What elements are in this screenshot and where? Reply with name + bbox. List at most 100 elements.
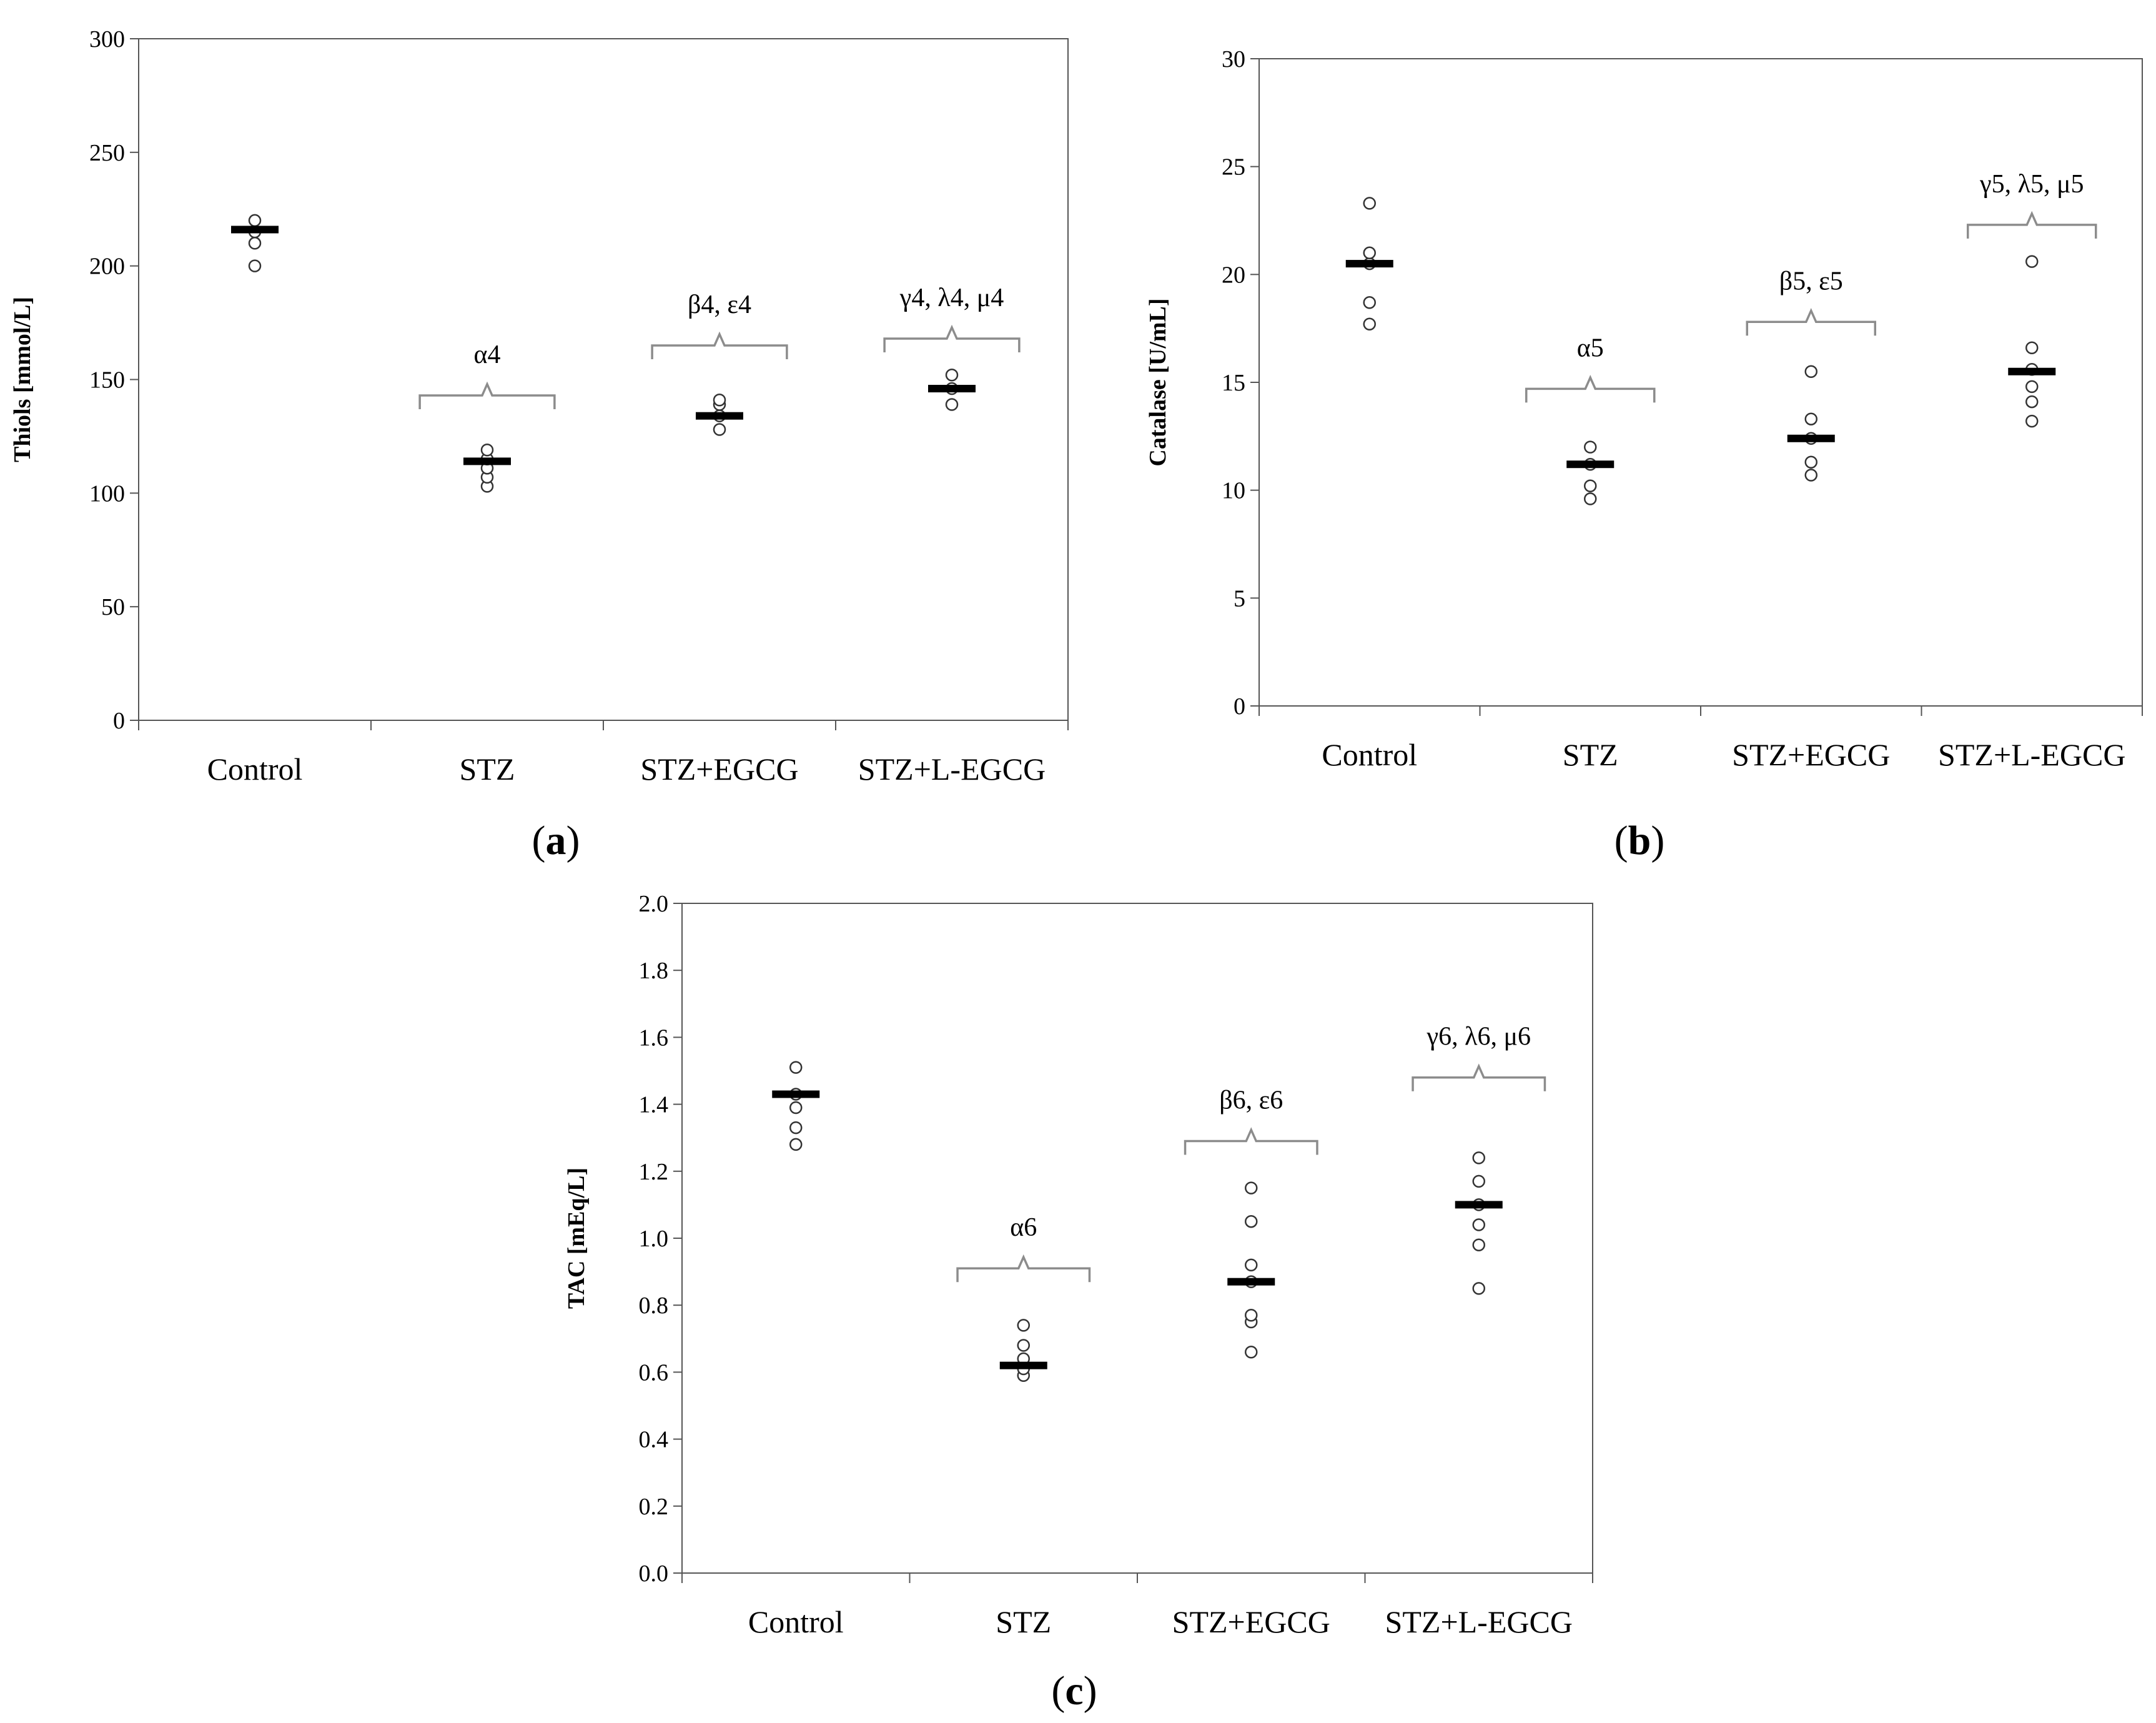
chart-panel-b: 0 5 10 15 20 25 30 Control STZ STZ+EGCG STZ+L-EGCG… [1145,46,2143,772]
panel-b-data-point [1363,197,1376,210]
panel-c-x-category-label: STZ [996,1604,1051,1639]
panel-label-b: (b) [1615,818,1665,863]
panel-c-data-point [1472,1151,1485,1164]
panel-label-b-letter: b [1628,818,1651,863]
panel-c-y-tick-label: 1.2 [639,1159,669,1185]
panel-b-significance-bracket [1525,375,1656,403]
panel-c-median-bar [1455,1201,1503,1209]
panel-c-x-category-label: STZ+L-EGCG [1385,1604,1573,1639]
panel-c-y-tick-label: 0.6 [639,1359,669,1386]
panel-label-c-letter: c [1065,1668,1083,1714]
panel-b-y-axis-title: Catalase [U/mL] [1145,298,1171,466]
panel-c-data-point [1245,1181,1258,1194]
panel-c-y-tick-label: 0.0 [639,1561,669,1587]
panel-a-y-tick-label: 200 [89,254,125,280]
panel-a-median-bar [463,457,511,465]
panel-b-median-bar [2008,367,2056,375]
panel-b-data-point [1363,246,1376,260]
panel-b-data-point [1363,317,1376,331]
panel-c-data-point [1245,1214,1258,1228]
panel-b-x-category-label: STZ [1563,737,1618,772]
panel-b-y-tick-label: 15 [1222,370,1245,396]
panel-label-c: (c) [1051,1668,1097,1714]
panel-b-data-point [2025,380,2039,394]
panel-b-data-point [2025,414,2039,428]
panel-b-median-bar [1566,460,1615,469]
chart-panel-a: 0 50 100 150 200 250 300 Control STZ STZ+EGCG STZ+… [9,26,1069,787]
panel-b-data-point [1584,492,1597,505]
panel-c-x-category-label: Control [748,1604,844,1639]
panel-a-data-point [248,259,262,272]
panel-a-significance-label: β4, ε4 [688,290,751,319]
panel-c-plot-frame [681,903,1593,1574]
panel-a-significance-bracket [883,324,1021,353]
panel-b-plot-frame [1258,58,2143,707]
panel-label-a: (a) [532,818,580,863]
panel-a-data-point [248,237,262,250]
panel-a-y-tick-label: 50 [101,594,125,620]
panel-c-y-tick-label: 0.4 [639,1427,669,1453]
panel-c-significance-label: β6, ε6 [1219,1086,1283,1115]
panel-b-data-point [2025,395,2039,409]
panel-b-y-tick-label: 0 [1234,693,1245,720]
panel-a-data-point [713,393,726,407]
panel-a-significance-label: γ4, λ4, μ4 [899,284,1004,312]
panel-c-significance-label: α6 [1010,1213,1037,1242]
panel-c-y-tick-label: 1.6 [639,1025,669,1051]
panel-c-y-tick-label: 1.0 [639,1226,669,1252]
panel-c-data-point [1245,1258,1258,1272]
panel-b-median-bar [1787,434,1835,442]
panel-b-x-category-label: Control [1322,737,1417,772]
panel-c-data-point [1017,1319,1030,1332]
panel-c-data-point [1245,1345,1258,1359]
panel-a-y-tick-label: 300 [89,26,125,52]
panel-c-median-bar [999,1361,1047,1369]
panel-c-y-tick-label: 1.4 [639,1092,669,1118]
panel-a-plot-frame [138,38,1069,721]
panel-c-data-point [789,1101,803,1115]
panel-c-significance-bracket [1412,1063,1546,1091]
panel-b-data-point [1804,365,1817,378]
panel-c-y-axis-title: TAC [mEq/L] [563,1168,590,1309]
panel-a-y-axis-title: Thiols [mmol/L] [9,297,36,462]
panel-c-median-bar [1227,1278,1275,1286]
panel-a-x-category-label: STZ+EGCG [640,752,798,787]
panel-a-significance-bracket [418,381,556,409]
panel-b-significance-label: γ5, λ5, μ5 [1979,170,2084,199]
panel-b-y-tick-label: 30 [1222,46,1245,72]
panel-a-median-bar [231,226,279,234]
panel-b-significance-label: α5 [1577,334,1604,362]
panel-b-significance-bracket [1746,307,1877,336]
panel-c-data-point [1472,1238,1485,1251]
panel-a-y-tick-label: 100 [89,480,125,507]
panel-c-y-tick-label: 2.0 [639,891,669,917]
panel-b-significance-bracket [1966,211,2097,239]
panel-c-median-bar [772,1090,820,1098]
panel-b-data-point [1584,479,1597,493]
panel-b-data-point [2025,341,2039,354]
panel-a-data-point [945,368,959,382]
panel-b-x-category-label: STZ+EGCG [1732,737,1890,772]
panel-a-data-point [248,214,262,227]
panel-b-data-point [1584,440,1597,454]
panel-b-y-tick-label: 10 [1222,478,1245,504]
panel-a-y-tick-label: 150 [89,367,125,394]
panel-c-y-tick-label: 1.8 [639,958,669,984]
panel-c-significance-bracket [1184,1127,1318,1155]
panel-c-data-point [1017,1339,1030,1352]
panel-b-significance-label: β5, ε5 [1779,267,1843,295]
panel-a-median-bar [928,385,976,393]
panel-c-data-point [1472,1174,1485,1188]
panel-c-y-tick-label: 0.8 [639,1293,669,1319]
panel-c-x-category-label: STZ+EGCG [1172,1604,1330,1639]
panel-a-data-point [945,398,959,411]
panel-b-y-tick-label: 20 [1222,262,1245,288]
panel-a-significance-bracket [651,331,788,359]
panel-b-y-tick-label: 25 [1222,154,1245,181]
panel-a-x-category-label: Control [207,752,303,787]
panel-c-data-point [1472,1218,1485,1231]
panel-b-median-bar [1345,260,1393,268]
panel-a-median-bar [696,412,743,420]
panel-b-data-point [1804,455,1817,469]
